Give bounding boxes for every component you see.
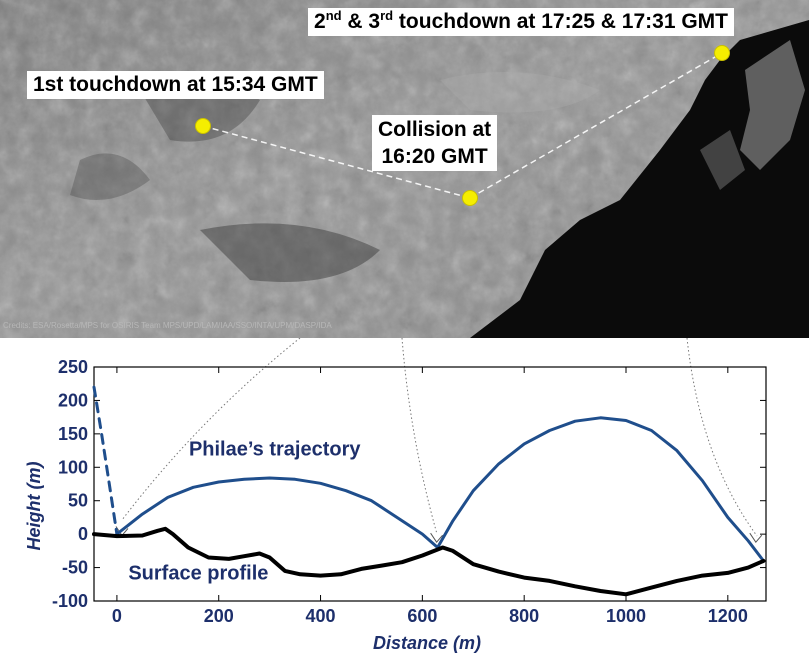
first-touchdown-label: 1st touchdown at 15:34 GMT (27, 71, 324, 99)
x-tick-label: 600 (407, 606, 437, 626)
comet-surface-photo: 1st touchdown at 15:34 GMT Collision at … (0, 0, 809, 338)
collision-label-line1: Collision at (378, 118, 492, 141)
series-line-trajectory (115, 416, 765, 563)
connector-arrowhead (430, 532, 443, 543)
x-axis-label: Distance (m) (373, 633, 481, 653)
trajectory-chart: -100 -50 0 50 100 150 200 250 0 200 400 600 800 1000… (24, 338, 767, 653)
x-tick-label: 800 (509, 606, 539, 626)
plot-frame (93, 366, 767, 602)
connector-arrowhead (749, 532, 763, 543)
x-tick-label: 1200 (708, 606, 748, 626)
y-axis: -100 -50 0 50 100 150 200 250 (52, 357, 766, 611)
series-line-surface-profile (92, 526, 766, 597)
image-credit: Credits: ESA/Rosetta/MPS for OSIRIS Team… (3, 321, 332, 330)
y-axis-label: Height (m) (24, 462, 44, 551)
x-tick-label: 200 (204, 606, 234, 626)
x-tick-label: 1000 (606, 606, 646, 626)
second-third-touchdown-marker (714, 45, 730, 61)
y-tick-label: 50 (68, 491, 88, 511)
y-tick-label: 150 (58, 424, 88, 444)
bounce-path-1 (202, 125, 471, 199)
y-tick-label: -50 (62, 558, 88, 578)
connector-first-touchdown (121, 338, 301, 521)
annotation-layer: Philae’s trajectory Surface profile (128, 438, 361, 584)
bounce-path-2 (469, 52, 723, 199)
series-layer (92, 385, 766, 597)
connector-final-touchdown (686, 338, 758, 537)
collision-label-line2: 16:20 GMT (381, 145, 488, 168)
x-tick-label: 400 (306, 606, 336, 626)
y-tick-label: 200 (58, 390, 88, 410)
label-second-sup2: rd (380, 8, 394, 23)
label-second-rest: touchdown at 17:25 & 17:31 GMT (393, 10, 728, 33)
y-tick-label: 0 (78, 524, 88, 544)
y-tick-label: 100 (58, 457, 88, 477)
x-tick-label: 0 (112, 606, 122, 626)
first-touchdown-marker (195, 118, 211, 134)
second-third-touchdown-label: 2nd & 3rd touchdown at 17:25 & 17:31 GMT (308, 8, 734, 36)
y-tick-label: 250 (58, 357, 88, 377)
series-annotation-label: Philae’s trajectory (189, 438, 361, 460)
series-annotation-label: Surface profile (128, 563, 268, 585)
label-second-n1: 2 (314, 10, 326, 33)
connector-collision (401, 338, 438, 535)
y-tick-label: -100 (52, 591, 88, 611)
collision-label: Collision at 16:20 GMT (372, 115, 498, 171)
series-line-trajectory-approach (92, 385, 119, 536)
label-second-sup1: nd (325, 8, 342, 23)
collision-marker (462, 190, 478, 206)
x-axis: 0 200 400 600 800 1000 1200 (112, 367, 748, 626)
label-second-mid: & 3 (341, 10, 381, 33)
